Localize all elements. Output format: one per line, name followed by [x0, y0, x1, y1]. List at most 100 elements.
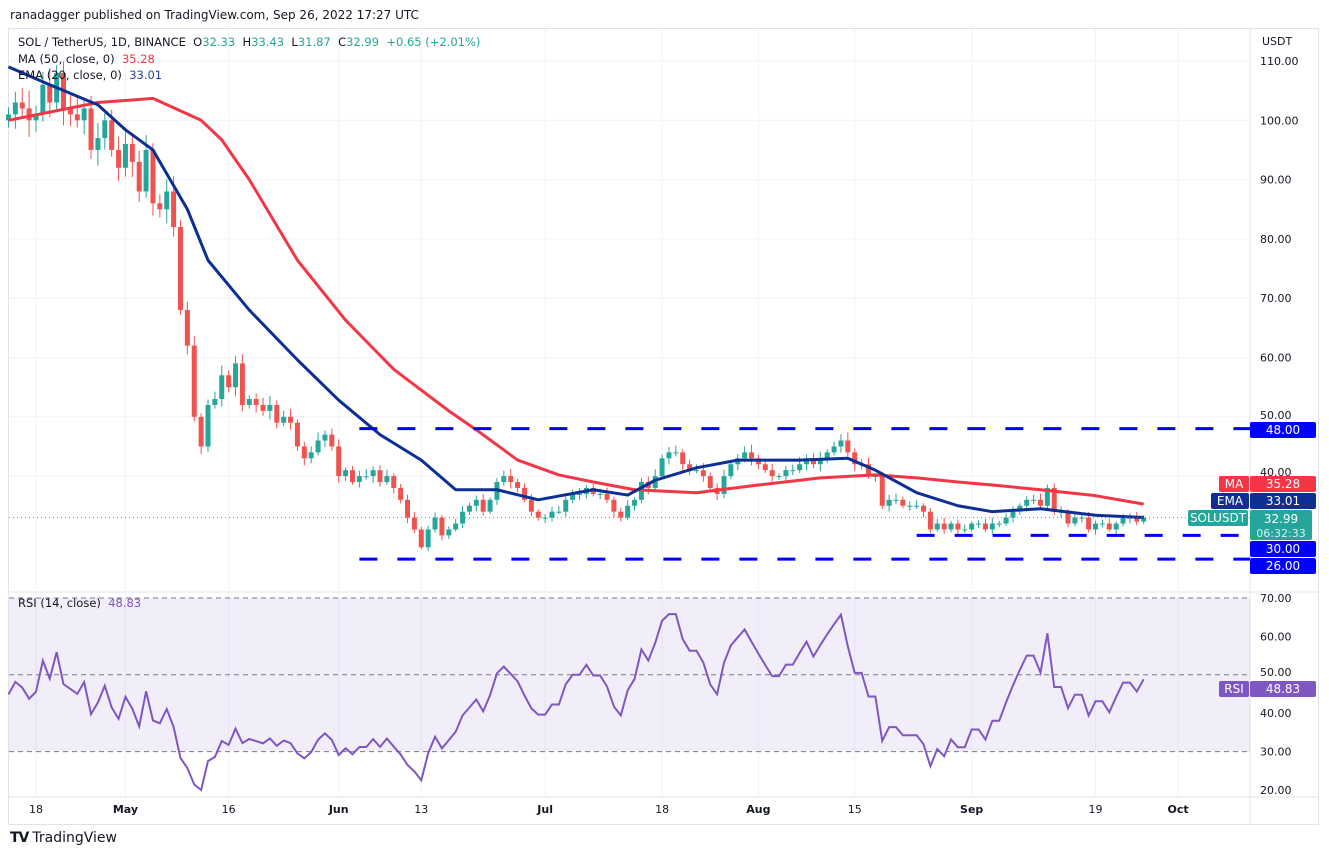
- y-tick-label: 90.00: [1260, 174, 1292, 187]
- symbol-name[interactable]: SOL / TetherUS, 1D, BINANCE: [18, 35, 186, 49]
- candle-body: [1086, 517, 1092, 530]
- candle-body: [776, 476, 782, 478]
- candle-body: [239, 363, 245, 405]
- candle-body: [74, 114, 80, 121]
- low-value: 31.87: [297, 35, 331, 49]
- candle-body: [886, 499, 892, 506]
- candle-body: [604, 493, 610, 500]
- candle-body: [673, 452, 679, 454]
- candle-body: [618, 511, 624, 518]
- ema-tag-label: EMA: [1217, 494, 1244, 508]
- candle-body: [914, 505, 920, 507]
- candle-body: [783, 470, 789, 477]
- x-tick-label: Sep: [960, 803, 983, 816]
- candle-body: [171, 191, 177, 228]
- y-tick-label: 50.00: [1260, 409, 1292, 422]
- candle-body: [226, 375, 232, 388]
- candle-body: [329, 434, 335, 447]
- candle-body: [432, 517, 438, 530]
- tradingview-logo[interactable]: TV TradingView: [10, 830, 117, 846]
- candle-body: [838, 440, 844, 447]
- candle-body: [1003, 517, 1009, 524]
- candle-body: [535, 511, 541, 518]
- candle-body: [253, 399, 259, 405]
- candle-body: [872, 476, 878, 478]
- rsi-tick-label: 70.00: [1260, 592, 1292, 605]
- candle-body: [1065, 511, 1071, 524]
- candle-body: [515, 482, 521, 488]
- candle-body: [377, 470, 383, 483]
- candle-body: [597, 493, 603, 495]
- candle-body: [577, 493, 583, 495]
- candle-body: [927, 511, 933, 530]
- candle-body: [666, 452, 672, 459]
- candle-body: [852, 452, 858, 465]
- y-tick-label: 100.00: [1260, 114, 1299, 127]
- candle-body: [893, 499, 899, 501]
- rsi-value-tag-bg: [1250, 681, 1316, 697]
- candle-body: [948, 523, 954, 530]
- high-label: H: [242, 35, 252, 49]
- candle-body: [136, 161, 142, 192]
- candle-body: [865, 464, 871, 477]
- candle-body: [1037, 499, 1043, 506]
- x-tick-label: 16: [222, 803, 236, 816]
- x-tick-label: 15: [848, 803, 862, 816]
- candle-body: [405, 499, 411, 518]
- candle-body: [556, 511, 562, 513]
- candle-body: [40, 84, 46, 115]
- rsi-value: 48.83: [108, 596, 142, 610]
- candle-body: [384, 476, 390, 483]
- ma-label: MA (50, close, 0): [18, 52, 115, 66]
- candle-body: [680, 452, 686, 465]
- rsi-tick-label: 30.00: [1260, 746, 1292, 759]
- candle-body: [116, 149, 122, 168]
- candle-body: [453, 523, 459, 530]
- close-label: C: [338, 35, 347, 49]
- candle-body: [611, 499, 617, 512]
- y-tick-label: 80.00: [1260, 233, 1292, 246]
- candle-body: [95, 138, 101, 150]
- candle-body: [1113, 523, 1119, 530]
- candle-body: [315, 440, 321, 453]
- rsi-tick-label: 20.00: [1260, 784, 1292, 797]
- candle-body: [721, 476, 727, 494]
- ma-price-tag: 35.28: [1266, 477, 1300, 491]
- countdown-tag: 06:32:33: [1256, 527, 1305, 540]
- candle-body: [267, 404, 273, 411]
- candle-body: [47, 84, 53, 103]
- ema-legend[interactable]: EMA (20, close, 0) 33.01: [18, 68, 162, 82]
- candle-body: [212, 399, 218, 405]
- candle-body: [996, 523, 1002, 525]
- open-value: 32.33: [202, 35, 236, 49]
- level-26-tag: 26.00: [1266, 559, 1300, 573]
- candle-body: [707, 476, 713, 488]
- ema20-line: [7, 65, 1144, 520]
- x-tick-label: May: [113, 803, 138, 816]
- candle-body: [281, 416, 287, 423]
- ema-price-tag: 33.01: [1266, 494, 1300, 508]
- ma50-line: [8, 96, 1144, 506]
- candle-body: [652, 476, 658, 488]
- x-tick-label: 18: [655, 803, 669, 816]
- candle-body: [790, 470, 796, 472]
- low-label: L: [291, 35, 298, 49]
- x-tick-label: Aug: [746, 803, 770, 816]
- ema-tag-label-bg: [1211, 493, 1249, 509]
- candle-body: [322, 434, 328, 441]
- candle-body: [446, 529, 452, 536]
- candle-body: [5, 114, 11, 121]
- ma-legend[interactable]: MA (50, close, 0) 35.28: [18, 52, 155, 66]
- candle-body: [81, 108, 87, 121]
- candle-body: [969, 523, 975, 530]
- rsi-band: [9, 598, 1250, 752]
- ma-price-tag-bg: [1250, 476, 1316, 492]
- rsi-legend[interactable]: RSI (14, close) 48.83: [18, 596, 141, 610]
- candle-body: [769, 470, 775, 477]
- ma-value: 35.28: [121, 52, 155, 66]
- y-tick-label: 70.00: [1260, 292, 1292, 305]
- candle-body: [466, 505, 472, 512]
- x-tick-label: 13: [414, 803, 428, 816]
- candle-body: [1051, 487, 1057, 512]
